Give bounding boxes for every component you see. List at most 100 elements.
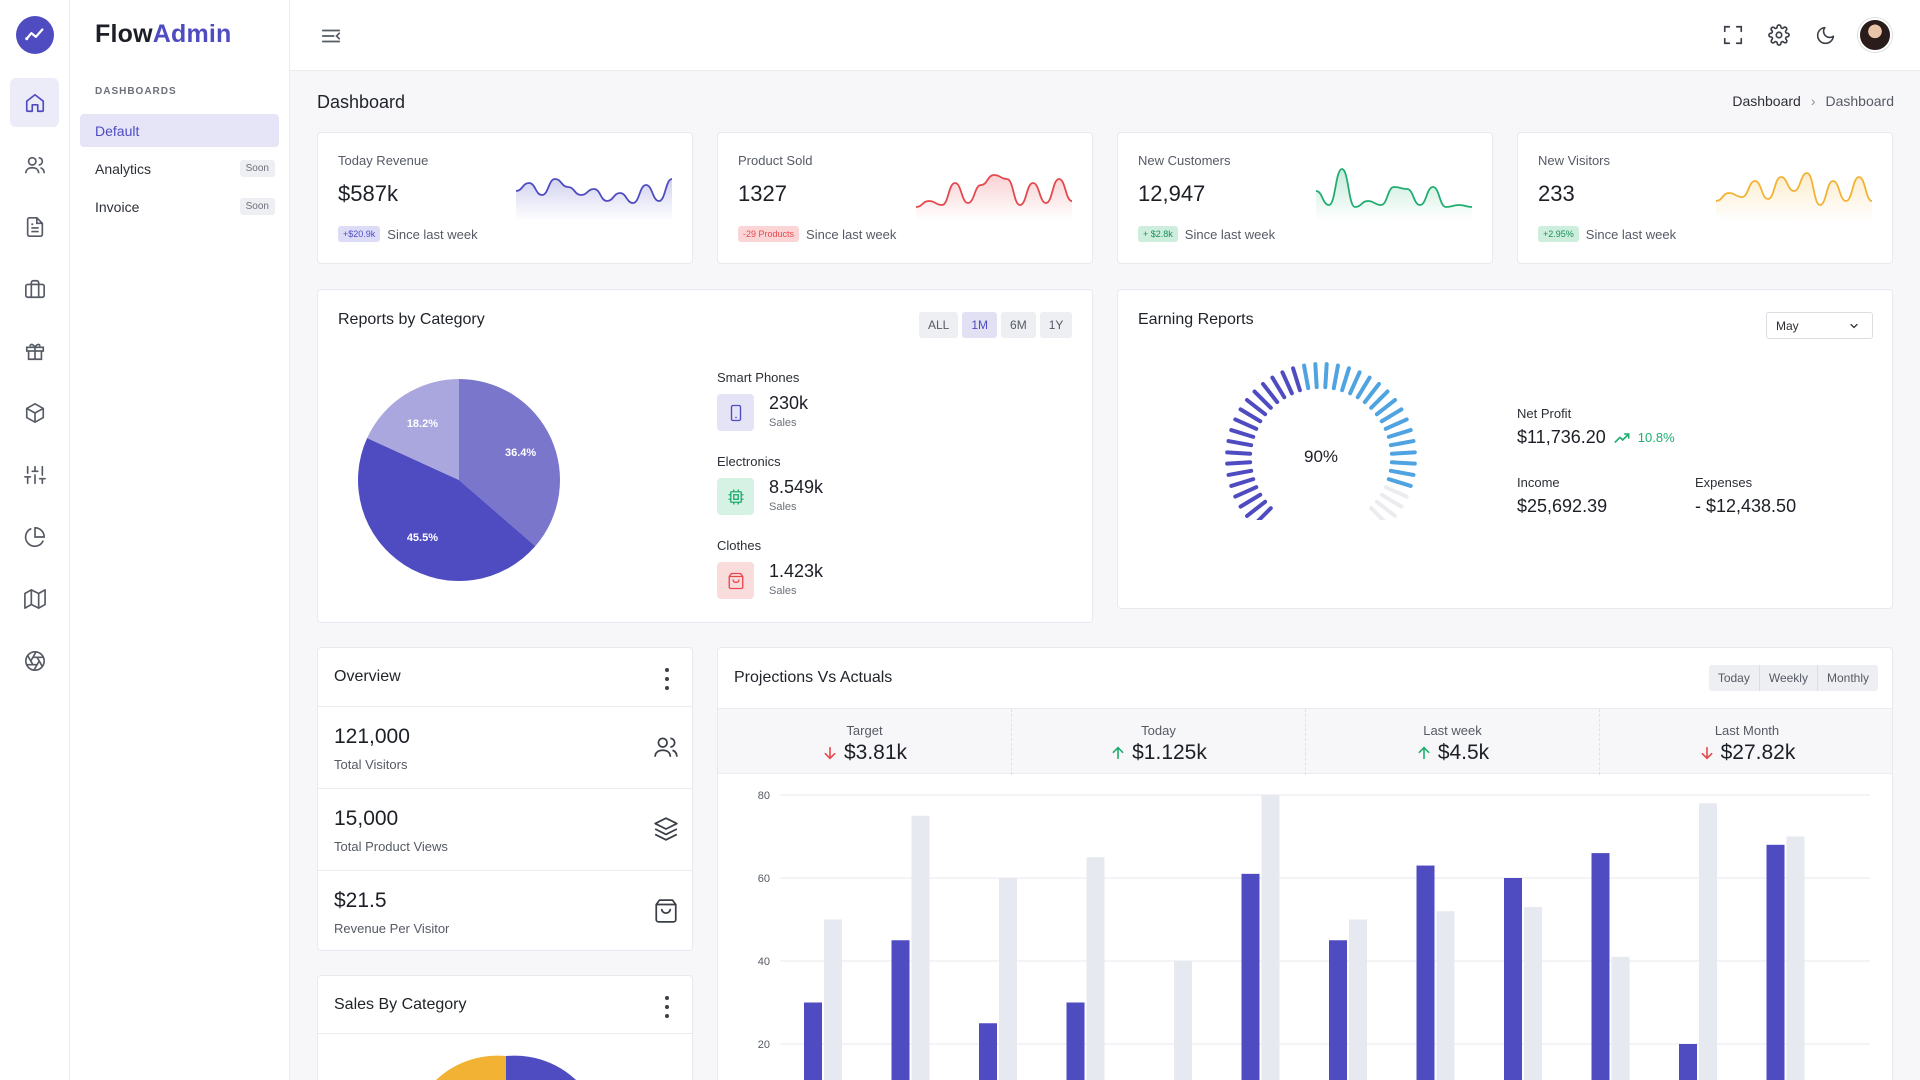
rail-map[interactable] (10, 574, 59, 623)
overview-row: $21.5 Revenue Per Visitor (318, 870, 693, 952)
bar-actual (1679, 1044, 1697, 1080)
menu-toggle-icon[interactable] (320, 25, 342, 47)
sparkline-area (516, 179, 672, 221)
reports-by-category-card: Reports by Category ALL 1M 6M 1Y 36.4% 45… (317, 289, 1093, 623)
sidebar-item-default[interactable]: Default (80, 114, 279, 147)
kebab-menu-icon[interactable] (664, 996, 670, 1018)
stat-card-product-sold: Product Sold 1327 -29 Products Since last… (717, 132, 1093, 264)
category-name: Clothes (717, 538, 762, 553)
rail-documents[interactable] (10, 202, 59, 251)
bar-projection (1699, 803, 1717, 1080)
sparkline-line (1315, 168, 1473, 208)
category-name: Electronics (717, 454, 781, 469)
gauge-tick (1229, 477, 1256, 488)
overview-card: Overview 121,000 Total Visitors 15,000 T… (317, 647, 693, 951)
card-title: Projections Vs Actuals (734, 669, 893, 686)
gauge-tick (1238, 492, 1263, 509)
income-label: Income (1517, 475, 1560, 490)
rail-aperture[interactable] (10, 636, 59, 685)
gear-icon[interactable] (1766, 22, 1792, 48)
bar-actual (1329, 940, 1347, 1080)
app-logo-icon[interactable] (16, 16, 54, 54)
gauge-tick (1369, 506, 1386, 520)
gauge-tick (1226, 468, 1254, 477)
rail-pie-chart[interactable] (10, 512, 59, 561)
category-sub: Sales (769, 417, 797, 429)
overview-value: 15,000 (334, 807, 399, 830)
breadcrumb-separator: › (1810, 93, 1816, 109)
earning-reports-card: Earning Reports May 90% Net Profit $11,7… (1117, 289, 1893, 609)
rail-users[interactable] (10, 140, 59, 189)
y-tick-label: 20 (758, 1039, 770, 1051)
month-select[interactable]: May (1766, 312, 1873, 339)
stat-card-new-customers: New Customers 12,947 + $2.8k Since last w… (1117, 132, 1493, 264)
sparkline-line (1715, 172, 1873, 206)
gauge-tick (1374, 398, 1397, 417)
brand-logo[interactable]: FlowAdmin (95, 20, 232, 48)
rail-home[interactable] (10, 78, 59, 127)
cpu-icon (717, 478, 754, 515)
sidebar-item-analytics[interactable]: Analytics Soon (80, 152, 279, 185)
gauge-tick (1386, 477, 1413, 488)
moon-icon[interactable] (1812, 22, 1838, 48)
avatar[interactable] (1858, 18, 1892, 52)
category-value: 8.549k (769, 477, 824, 497)
gauge-tick (1369, 389, 1390, 410)
stat-value: 1327 (738, 181, 787, 206)
bar-projection (1611, 956, 1630, 1080)
card-title: Overview (334, 668, 401, 685)
net-profit-value: $11,736.20 (1517, 427, 1606, 447)
tab-today[interactable]: Today (1708, 665, 1760, 691)
filter-1m[interactable]: 1M (962, 312, 998, 338)
gauge-tick (1302, 363, 1311, 391)
gauge-tick (1348, 370, 1362, 396)
rail-gift[interactable] (10, 326, 59, 375)
bar-actual (891, 940, 910, 1080)
sidebar-item-label: Analytics (95, 160, 152, 177)
card-title: Earning Reports (1138, 311, 1254, 328)
users-icon (654, 737, 678, 757)
sparkline (515, 178, 673, 221)
tab-monthly[interactable]: Monthly (1817, 665, 1878, 691)
sparkline (1315, 168, 1473, 221)
summary-label: Last week (1423, 723, 1482, 738)
rail-package[interactable] (10, 388, 59, 437)
breadcrumb-parent[interactable]: Dashboard (1732, 93, 1801, 109)
overview-label: Revenue Per Visitor (334, 921, 450, 936)
filter-1y[interactable]: 1Y (1039, 312, 1073, 338)
rail-sliders[interactable] (10, 450, 59, 499)
projections-card: Projections Vs Actuals Today Weekly Mont… (717, 647, 1893, 1080)
sales-donut-chart (435, 1055, 577, 1080)
net-profit-change: 10.8% (1637, 430, 1675, 445)
sidebar-item-invoice[interactable]: Invoice Soon (80, 190, 279, 223)
sidebar-item-label: Default (95, 122, 140, 139)
gauge-tick (1225, 450, 1253, 456)
tab-weekly[interactable]: Weekly (1759, 665, 1818, 691)
gauge-tick (1280, 370, 1294, 396)
stat-badge: -29 Products (738, 226, 800, 242)
rail-briefcase[interactable] (10, 264, 59, 313)
map-icon (23, 588, 46, 609)
sparkline (915, 174, 1073, 221)
filter-6m[interactable]: 6M (1001, 312, 1036, 338)
bar-projection (911, 815, 930, 1080)
breadcrumb-current: Dashboard (1825, 93, 1895, 109)
stat-badge: + $2.8k (1138, 226, 1178, 242)
stat-label: New Visitors (1538, 153, 1611, 168)
gauge-tick (1233, 417, 1259, 431)
stat-value: 233 (1538, 181, 1575, 206)
bar-actual (1766, 844, 1785, 1080)
bar-projection (824, 919, 842, 1080)
summary-target: Target $3.81k (718, 709, 1012, 775)
card-title: Reports by Category (338, 311, 485, 328)
stat-foot-text: Since last week (1585, 226, 1677, 242)
card-title: Sales By Category (334, 996, 467, 1013)
summary-label: Today (1141, 723, 1176, 738)
summary-value: $1.125k (1132, 741, 1207, 764)
filter-all[interactable]: ALL (919, 312, 959, 338)
kebab-menu-icon[interactable] (664, 668, 670, 690)
bar-actual (1591, 853, 1610, 1080)
gauge-tick (1388, 439, 1416, 448)
icon-rail (0, 0, 70, 1080)
fullscreen-icon[interactable] (1720, 22, 1746, 48)
